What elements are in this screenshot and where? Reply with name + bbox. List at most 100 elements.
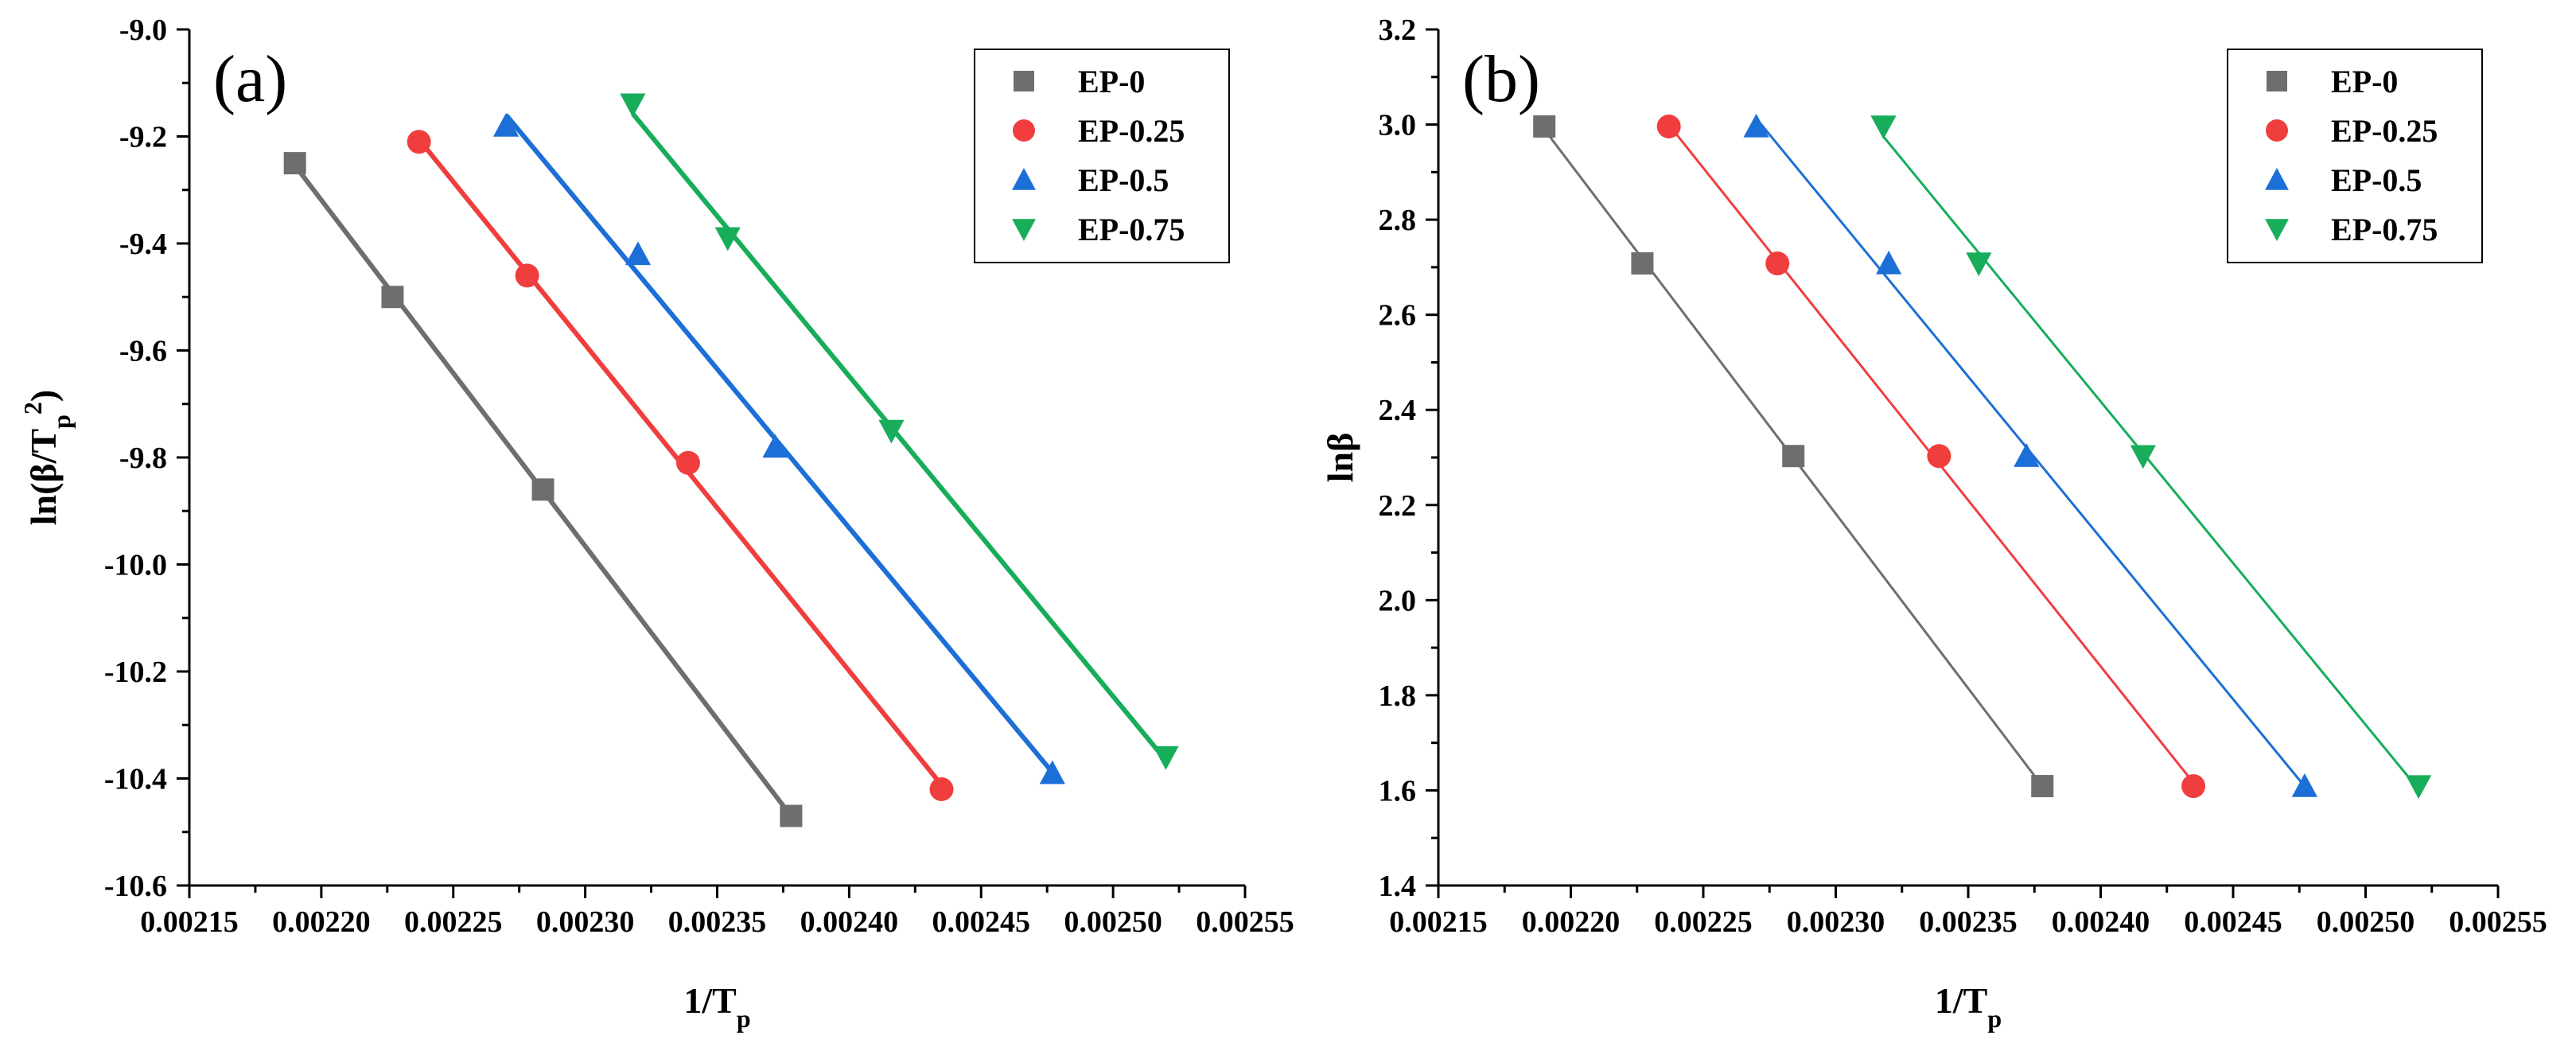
y-axis-title-main: ln(β/T: [23, 429, 64, 525]
chart-panel-1: 0.00215 0.00220 0.00225 0.00230 0.00235 0.002…: [18, 14, 1294, 1033]
x-tick-label: 0.00255: [2449, 905, 2547, 939]
y-tick-label: -9.6: [119, 335, 167, 368]
x-tick-label: 0.00250: [2317, 905, 2415, 939]
data-point: [929, 776, 954, 801]
data-point: [1039, 760, 1065, 784]
series-EP-0.75: [620, 93, 1179, 770]
x-tick-label: 0.00250: [1064, 905, 1162, 939]
y-axis-title: lnβ: [1320, 433, 1360, 483]
x-tick-label: 0.00245: [2184, 905, 2282, 939]
legend-marker: [1013, 119, 1035, 142]
data-point: [1927, 444, 1951, 469]
data-point: [878, 419, 905, 444]
data-point: [2014, 443, 2040, 467]
legend-label: EP-0.75: [1078, 212, 1185, 247]
data-point: [1765, 251, 1790, 276]
y-axis-title-sup: 2: [18, 402, 47, 415]
data-point: [1533, 115, 1556, 138]
y-tick-label: 1.4: [1379, 870, 1417, 903]
data-point: [1631, 252, 1654, 275]
x-axis-title: 1/Tp: [1935, 980, 2002, 1033]
legend-label: EP-0.25: [2331, 113, 2438, 149]
y-tick-label: 2.0: [1379, 584, 1417, 617]
data-point: [493, 112, 519, 137]
data-point: [1870, 115, 1897, 140]
x-axis-title-main: 1/T: [1935, 980, 1987, 1021]
x-tick-label: 0.00235: [668, 905, 767, 939]
data-point: [407, 130, 431, 154]
x-tick-label: 0.00225: [1654, 905, 1753, 939]
data-point: [1782, 445, 1805, 468]
data-point: [1876, 251, 1902, 274]
series-EP-0: [283, 152, 803, 827]
data-point: [1743, 113, 1769, 138]
data-point: [676, 450, 701, 475]
x-axis-title: 1/Tp: [683, 980, 750, 1033]
y-tick-label: -10.6: [104, 870, 167, 903]
y-tick-label: 2.8: [1379, 204, 1417, 237]
data-point: [620, 93, 646, 118]
y-tick-label: -9.0: [119, 14, 167, 47]
series-EP-0: [1533, 115, 2054, 798]
series-EP-0.25: [1656, 114, 2206, 799]
chart-panel-2: 0.00215 0.00220 0.00225 0.00230 0.00235 0.002…: [1320, 14, 2547, 1033]
data-point: [2181, 774, 2206, 799]
y-tick-label: -10.2: [104, 656, 167, 689]
y-axis-title-sub: p: [47, 415, 76, 429]
y-axis-title: ln(β/Tp2): [18, 390, 76, 526]
y-tick-label: -10.4: [104, 763, 167, 796]
data-point: [531, 478, 555, 501]
y-tick-label: 3.2: [1379, 14, 1417, 47]
y-axis-title-main: lnβ: [1320, 433, 1360, 483]
data-point: [515, 263, 539, 288]
y-tick-label: 3.0: [1379, 109, 1417, 142]
data-point: [2291, 773, 2318, 797]
x-tick-label: 0.00225: [404, 905, 503, 939]
y-tick-label: -9.8: [119, 442, 167, 475]
legend-label: EP-0: [2331, 64, 2398, 99]
y-tick-label: 2.4: [1379, 394, 1417, 427]
x-tick-label: 0.00220: [1522, 905, 1621, 939]
data-point: [625, 241, 652, 266]
legend-marker: [2267, 71, 2287, 91]
legend-marker: [1014, 71, 1034, 91]
x-axis-title-sub: p: [737, 1004, 751, 1033]
legend-label: EP-0.5: [1078, 162, 1169, 198]
data-point: [283, 152, 306, 175]
x-tick-label: 0.00220: [272, 905, 371, 939]
x-tick-label: 0.00230: [536, 905, 635, 939]
x-tick-label: 0.00215: [140, 905, 239, 939]
y-tick-label: -9.2: [119, 121, 167, 154]
legend-marker: [1012, 168, 1036, 190]
y-axis-title-end: ): [23, 390, 64, 402]
x-tick-label: 0.00255: [1196, 905, 1294, 939]
data-point: [1153, 745, 1179, 770]
fit-line: [631, 111, 1168, 762]
y-tick-label: -10.0: [104, 549, 167, 582]
x-tick-label: 0.00240: [2052, 905, 2150, 939]
series-EP-0.25: [407, 130, 954, 801]
x-tick-label: 0.00240: [800, 905, 899, 939]
y-tick-label: -9.4: [119, 228, 167, 261]
x-axis-title-main: 1/T: [683, 980, 736, 1021]
y-tick-label: 2.2: [1379, 489, 1417, 523]
data-point: [762, 434, 788, 458]
legend-label: EP-0.25: [1078, 113, 1185, 149]
y-tick-label: 2.6: [1379, 299, 1417, 333]
data-point: [2406, 775, 2432, 800]
x-tick-label: 0.00230: [1787, 905, 1885, 939]
x-tick-label: 0.00235: [1919, 905, 2018, 939]
legend-marker: [2266, 119, 2288, 142]
legend: EP-0 EP-0.25 EP-0.5 EP-0.75: [974, 49, 1230, 263]
legend-marker: [2265, 168, 2289, 190]
x-axis-title-sub: p: [1987, 1004, 2002, 1033]
fit-line: [1882, 135, 2420, 791]
data-point: [1966, 252, 1992, 277]
panel-label: (a): [213, 42, 287, 116]
series-EP-0.75: [1870, 115, 2432, 800]
data-point: [714, 227, 741, 251]
x-tick-label: 0.00215: [1389, 905, 1488, 939]
y-tick-label: 1.6: [1379, 774, 1417, 808]
x-tick-label: 0.00245: [932, 905, 1031, 939]
